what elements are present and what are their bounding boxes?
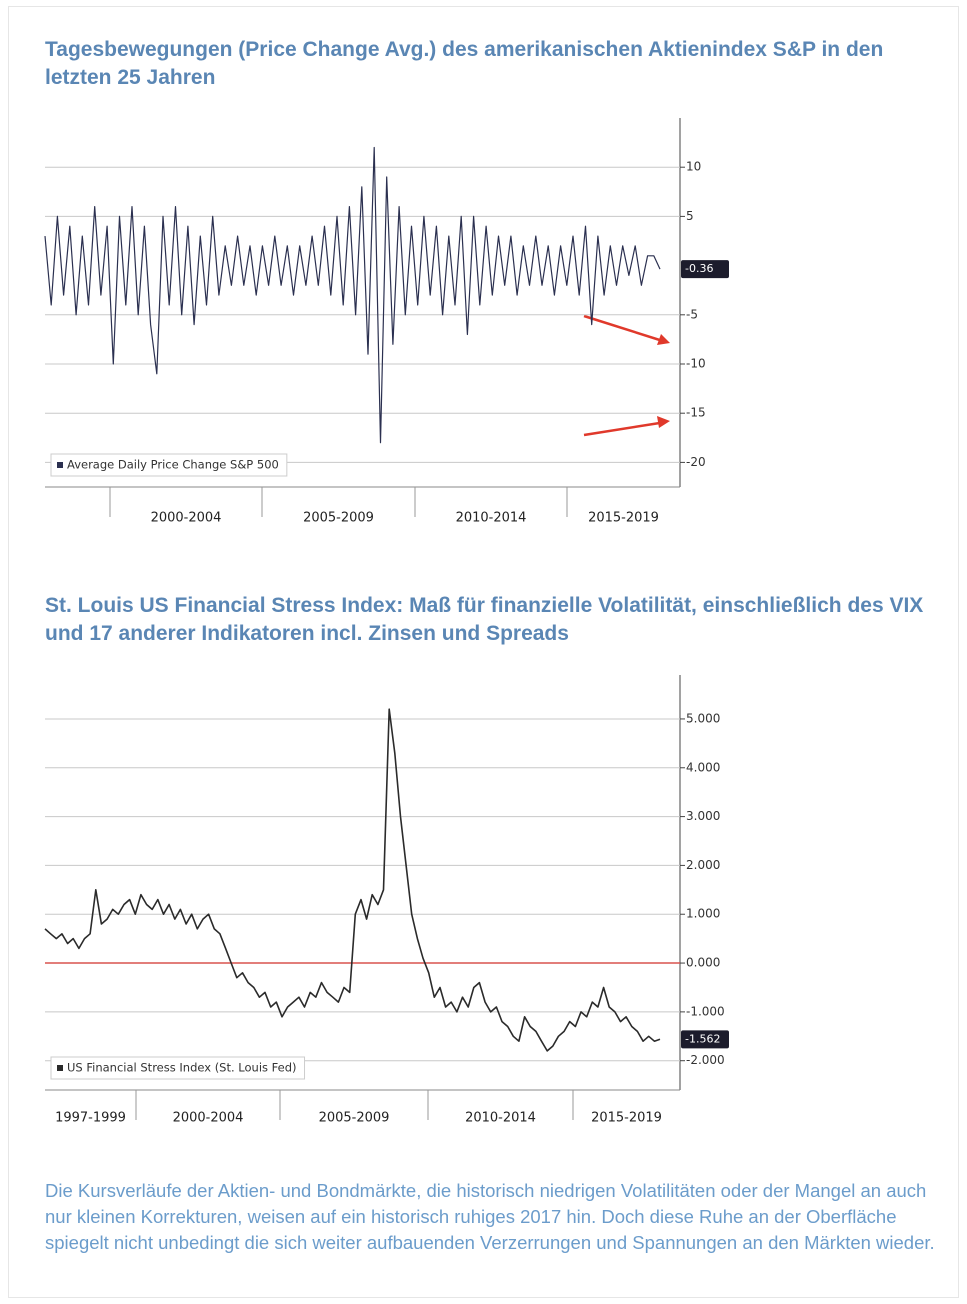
y-tick-label: -2.000: [686, 1053, 725, 1067]
legend-box: [50, 1056, 306, 1080]
x-category-label: 1997-1999: [55, 1111, 126, 1126]
legend-label: Average Daily Price Change S&P 500: [67, 458, 279, 472]
annotation-arrow: [583, 314, 667, 344]
x-category-label: 2005-2009: [319, 1111, 390, 1126]
data-line: [44, 708, 661, 1052]
y-tick-label: 2.000: [686, 858, 720, 872]
y-tick-label: 10: [686, 160, 701, 174]
annotation-arrowhead: [657, 416, 670, 428]
last-value-badge: [681, 260, 729, 279]
y-tick-label: 5: [686, 209, 694, 223]
y-tick-label: 4.000: [686, 760, 720, 774]
annotation-arrow: [583, 420, 667, 437]
annotation-arrowhead: [657, 334, 670, 345]
chart: 5.000 4.000 3.000 2.000 1.000 0.000 -1.000 -2.0…: [44, 675, 729, 1126]
legend-swatch: [57, 1065, 63, 1071]
page-frame: [8, 6, 959, 1298]
data-line: [44, 146, 661, 444]
x-category-label: 2010-2014: [456, 511, 527, 526]
chart-title: St. Louis US Financial Stress Index: Maß…: [45, 594, 924, 645]
y-tick-label: -5: [686, 307, 698, 321]
y-tick-label: 1.000: [686, 907, 720, 921]
x-category-label: 2005-2009: [303, 511, 374, 526]
y-tick-label: -1.000: [686, 1004, 725, 1018]
x-category-label: 2015-2019: [591, 1111, 662, 1126]
x-category-label: 2000-2004: [151, 511, 222, 526]
y-tick-label: -20: [686, 455, 706, 469]
caption: Die Kursverläufe der Aktien- und Bondmär…: [45, 1180, 935, 1253]
y-tick-label: -15: [686, 406, 706, 420]
chart-title: Tagesbewegungen (Price Change Avg.) des …: [45, 38, 884, 89]
y-tick-label: 3.000: [686, 809, 720, 823]
legend-swatch: [57, 462, 63, 468]
x-category-label: 2015-2019: [588, 511, 659, 526]
last-value-label: -1.562: [685, 1032, 720, 1045]
y-tick-label: 0.000: [686, 956, 720, 970]
y-tick-label: 5.000: [686, 711, 720, 725]
x-category-label: 2000-2004: [173, 1111, 244, 1126]
chart: 10 5 -5 -10 -15 -20 2000-2004 2005-2009 2010-201…: [44, 118, 729, 526]
last-value-label: -0.36: [685, 262, 713, 275]
y-tick-label: -10: [686, 357, 706, 371]
last-value-badge: [681, 1030, 729, 1049]
legend-label: US Financial Stress Index (St. Louis Fed…: [67, 1061, 297, 1075]
x-category-label: 2010-2014: [465, 1111, 536, 1126]
legend-box: [50, 453, 288, 477]
